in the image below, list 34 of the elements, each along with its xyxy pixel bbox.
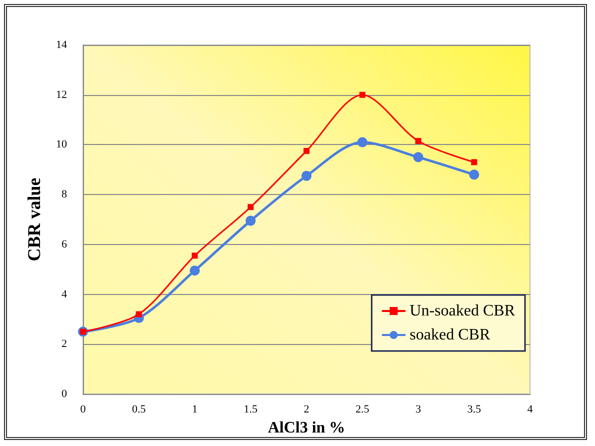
y-tick-label: 8 [62,188,68,201]
point [471,159,478,166]
point [359,92,366,98]
legend-label: soaked CBR [410,326,490,344]
x-tick-label: 4 [527,404,534,416]
x-tick-label: 0.5 [132,404,146,416]
x-tick-label: 3.5 [467,404,482,416]
y-tick-label: 12 [56,88,67,101]
x-tick-label: 3 [416,404,422,416]
y-tick-label: 2 [62,338,67,350]
point [415,138,422,144]
point [246,216,256,226]
x-tick-label: 1 [192,404,198,416]
x-tick-label: 2.5 [356,404,370,416]
point [302,170,312,181]
y-tick-label: 10 [56,138,68,151]
y-tick-label: 6 [62,238,68,250]
point [469,170,480,180]
y-tick-label: 4 [62,288,68,300]
point [413,152,424,162]
y-tick-label: 14 [56,39,68,51]
x-tick-label: 0 [80,404,86,416]
y-axis-title: CBR value [24,178,44,262]
legend-label: Un-soaked CBR [410,302,516,320]
x-tick-label: 1.5 [244,404,258,416]
point [248,204,254,210]
point [304,148,310,154]
point [192,252,198,259]
point [357,137,368,148]
point [190,266,200,276]
point [136,311,142,318]
x-tick-label: 2 [304,404,310,416]
x-axis-title: AlCl3 in % [268,419,346,436]
y-tick-label: 0 [62,388,68,400]
